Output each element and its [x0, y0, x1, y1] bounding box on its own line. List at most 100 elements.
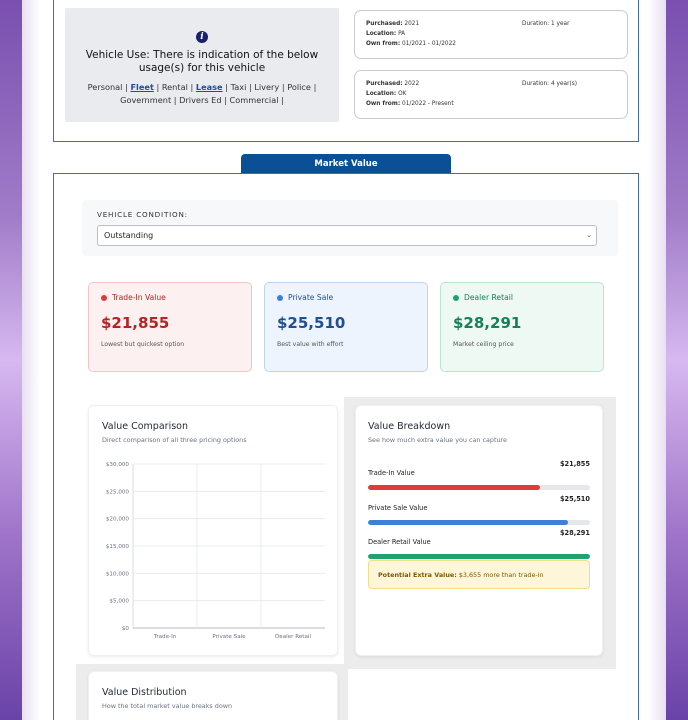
report-page: i Vehicle Use: There is indication of th…: [40, 0, 648, 720]
location-label: Location:: [366, 31, 397, 37]
value-comparison-subtitle: Direct comparison of all three pricing o…: [102, 436, 247, 444]
private-sale-card: Private Sale $25,510 Best value with eff…: [264, 282, 428, 372]
duration-value: 4 year(s): [550, 81, 577, 87]
value-distribution-panel: Value Distribution How the total market …: [88, 671, 338, 720]
vehicle-history-section: i Vehicle Use: There is indication of th…: [53, 0, 639, 142]
usage-separator: |: [171, 95, 180, 105]
usage-separator: |: [221, 95, 230, 105]
trade-in-dot-icon: [101, 294, 107, 301]
breakdown-row-label: Private Sale Value: [368, 504, 428, 512]
usage-item: Livery: [254, 82, 280, 92]
value-distribution-subtitle: How the total market value breaks down: [102, 702, 233, 710]
private-sale-label: Private Sale: [288, 293, 334, 302]
x-tick-label: Trade-In: [153, 634, 177, 640]
usage-separator: |: [187, 82, 196, 92]
tab-market-value[interactable]: Market Value: [241, 154, 451, 173]
usage-item: Commercial: [229, 95, 279, 105]
usage-separator: |: [246, 82, 255, 92]
usage-item-highlighted[interactable]: Fleet: [130, 82, 154, 92]
breakdown-row-label: Trade-In Value: [368, 469, 415, 477]
potential-extra-value-box: Potential Extra Value: $3,655 more than …: [368, 560, 590, 589]
usage-separator: |: [310, 82, 317, 92]
market-value-section: VEHICLE CONDITION: Outstanding ⌄ Trade-I…: [53, 173, 639, 720]
private-sale-description: Best value with effort: [277, 341, 344, 348]
y-tick-label: $15,000: [106, 544, 130, 550]
value-breakdown-subtitle: See how much extra value you can capture: [368, 436, 507, 444]
breakdown-bar-fill: [368, 485, 540, 490]
y-tick-label: $10,000: [106, 571, 130, 577]
potential-extra-value-text: $3,655 more than trade-in: [458, 571, 544, 579]
private-sale-amount: $25,510: [277, 314, 346, 332]
x-tick-label: Private Sale: [212, 634, 246, 640]
usage-item: Personal: [87, 82, 123, 92]
vehicle-condition-panel: VEHICLE CONDITION: Outstanding ⌄: [82, 200, 618, 256]
duration-label: Duration:: [522, 81, 550, 87]
trade-in-amount: $21,855: [101, 314, 170, 332]
dealer-retail-card: Dealer Retail $28,291 Market ceiling pri…: [440, 282, 604, 372]
info-icon: i: [196, 31, 208, 43]
usage-item: Police: [287, 82, 311, 92]
breakdown-row-label: Dealer Retail Value: [368, 538, 431, 546]
vehicle-condition-value: Outstanding: [104, 231, 154, 240]
value-breakdown-panel: Value Breakdown See how much extra value…: [355, 405, 603, 656]
vehicle-use-title: Vehicle Use: There is indication of the …: [85, 49, 319, 74]
location-label: Location:: [366, 91, 397, 97]
vehicle-condition-select[interactable]: Outstanding ⌄: [97, 225, 597, 246]
breakdown-row-value: $21,855: [559, 460, 590, 468]
usage-item: Government: [120, 95, 172, 105]
usage-item-highlighted[interactable]: Lease: [195, 82, 223, 92]
breakdown-row-value: $28,291: [559, 529, 590, 537]
breakdown-row: Dealer Retail Value $28,291: [368, 529, 590, 559]
usage-separator: |: [122, 82, 131, 92]
trade-in-card: Trade-In Value $21,855 Lowest but quicke…: [88, 282, 252, 372]
breakdown-bar-fill: [368, 520, 569, 525]
vehicle-condition-label: VEHICLE CONDITION:: [97, 210, 188, 219]
usage-separator: |: [153, 82, 162, 92]
y-tick-label: $30,000: [106, 462, 130, 468]
purchased-value: 2021: [404, 21, 420, 27]
y-tick-label: $25,000: [106, 489, 130, 495]
x-tick-label: Dealer Retail: [275, 634, 312, 640]
window-edge-right: [648, 0, 688, 720]
dealer-retail-dot-icon: [453, 294, 459, 301]
own-from-label: Own from:: [366, 41, 401, 47]
purchased-value: 2022: [404, 81, 420, 87]
chevron-down-icon: ⌄: [586, 231, 592, 239]
vehicle-use-list: Personal | Fleet | Rental | Lease | Taxi…: [65, 81, 339, 107]
ownership-card: Purchased: 2022 Location: OK Own from: 0…: [354, 70, 628, 119]
own-from-value: 01/2021 - 01/2022: [402, 41, 456, 47]
y-tick-label: $0: [122, 626, 130, 632]
breakdown-bar-track: [368, 554, 590, 559]
breakdown-row: Trade-In Value $21,855: [368, 460, 590, 490]
vehicle-use-box: i Vehicle Use: There is indication of th…: [65, 8, 339, 122]
dealer-retail-amount: $28,291: [453, 314, 522, 332]
y-tick-label: $20,000: [106, 517, 130, 523]
trade-in-description: Lowest but quickest option: [101, 341, 185, 348]
usage-separator: |: [279, 82, 288, 92]
ownership-card: Purchased: 2021 Location: PA Own from: 0…: [354, 10, 628, 59]
breakdown-row: Private Sale Value $25,510: [368, 495, 590, 525]
duration-label: Duration:: [522, 21, 550, 27]
usage-separator: |: [222, 82, 231, 92]
own-from-value: 01/2022 - Present: [402, 101, 454, 107]
y-tick-label: $5,000: [109, 599, 129, 605]
usage-item: Rental: [161, 82, 188, 92]
breakdown-bar-track: [368, 520, 590, 525]
purchased-label: Purchased:: [366, 21, 403, 27]
private-sale-dot-icon: [277, 294, 283, 301]
trade-in-label: Trade-In Value: [112, 293, 166, 302]
usage-separator: |: [278, 95, 284, 105]
dealer-retail-label: Dealer Retail: [464, 293, 513, 302]
breakdown-bar-fill: [368, 554, 590, 559]
dealer-retail-description: Market ceiling price: [453, 341, 514, 348]
location-value: OK: [398, 91, 407, 97]
duration-value: 1 year: [550, 21, 570, 27]
breakdown-row-value: $25,510: [559, 495, 590, 503]
usage-item: Drivers Ed: [179, 95, 222, 105]
value-comparison-chart: $0 $5,000 $10,000 $15,000 $20,000 $25,000 $30,…: [106, 462, 325, 640]
value-breakdown-title: Value Breakdown: [368, 421, 451, 432]
value-comparison-title: Value Comparison: [102, 421, 188, 432]
potential-extra-value-label: Potential Extra Value:: [378, 571, 457, 579]
breakdown-bar-track: [368, 485, 590, 490]
own-from-label: Own from:: [366, 101, 401, 107]
